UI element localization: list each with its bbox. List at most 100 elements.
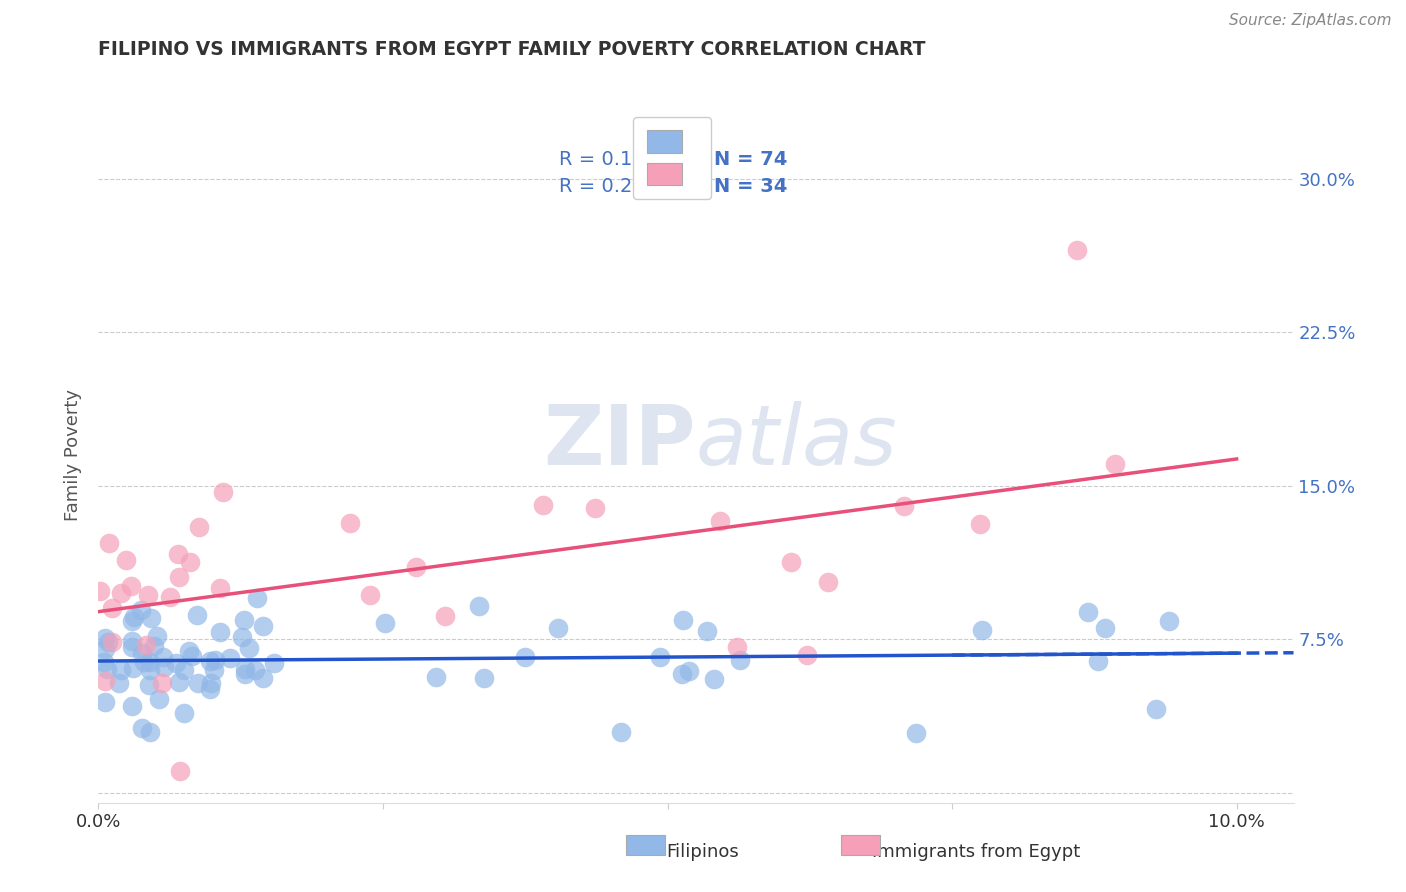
Point: [405, 560, 427, 574]
Point: [173, 663, 195, 677]
Point: [202, 663, 225, 677]
Point: [583, 501, 606, 516]
Point: [122, 661, 145, 675]
Point: [121, 633, 143, 648]
Point: [167, 570, 190, 584]
Point: [472, 671, 495, 685]
Point: [252, 671, 274, 685]
Point: [138, 678, 160, 692]
Point: [97, 635, 120, 649]
Point: [678, 665, 700, 679]
Point: [110, 586, 132, 600]
Point: [672, 613, 695, 627]
Point: [98, 535, 121, 549]
Point: [709, 514, 731, 528]
Point: [152, 676, 174, 690]
Point: [547, 621, 569, 635]
Text: N = 34: N = 34: [714, 177, 787, 195]
Point: [212, 485, 235, 500]
Point: [187, 676, 209, 690]
Point: [138, 655, 160, 669]
Point: [177, 644, 200, 658]
Point: [209, 625, 232, 640]
Point: [1087, 654, 1109, 668]
Point: [204, 652, 226, 666]
Point: [96, 662, 118, 676]
Point: [152, 650, 174, 665]
Point: [146, 629, 169, 643]
Point: [728, 653, 751, 667]
Point: [131, 721, 153, 735]
Text: ZIP: ZIP: [544, 401, 696, 482]
Text: R = 0.148: R = 0.148: [558, 150, 657, 169]
Point: [169, 764, 191, 778]
Point: [725, 640, 748, 654]
Point: [969, 516, 991, 531]
Point: [94, 695, 117, 709]
Point: [374, 616, 396, 631]
Point: [1077, 605, 1099, 619]
Text: atlas: atlas: [696, 401, 897, 482]
Legend: , : ,: [633, 117, 711, 199]
Point: [339, 516, 361, 531]
Point: [515, 649, 537, 664]
Text: Source: ZipAtlas.com: Source: ZipAtlas.com: [1229, 13, 1392, 29]
Point: [108, 675, 131, 690]
Point: [142, 639, 165, 653]
Point: [1157, 614, 1180, 628]
Point: [136, 589, 159, 603]
Point: [531, 498, 554, 512]
Point: [121, 640, 143, 655]
Point: [110, 663, 132, 677]
Point: [139, 663, 162, 677]
Point: [93, 655, 115, 669]
Point: [235, 662, 257, 676]
Point: [208, 581, 231, 595]
Point: [198, 681, 221, 696]
Point: [173, 706, 195, 721]
Point: [148, 692, 170, 706]
Point: [233, 667, 256, 681]
Point: [115, 552, 138, 566]
Point: [132, 656, 155, 670]
Point: [94, 673, 117, 688]
Point: [200, 654, 222, 668]
Point: [219, 651, 242, 665]
Point: [186, 608, 208, 623]
Point: [135, 638, 157, 652]
Point: [94, 631, 117, 645]
Point: [703, 672, 725, 686]
Point: [139, 611, 162, 625]
Point: [89, 584, 111, 599]
Point: [180, 648, 202, 663]
Point: [167, 674, 190, 689]
Point: [425, 670, 447, 684]
Point: [159, 591, 181, 605]
Point: [131, 646, 153, 660]
Point: [243, 663, 266, 677]
Point: [101, 635, 124, 649]
Point: [817, 574, 839, 589]
Point: [1104, 457, 1126, 471]
Point: [94, 642, 117, 657]
Point: [166, 547, 188, 561]
Point: [165, 657, 187, 671]
Point: [610, 724, 633, 739]
Point: [124, 610, 146, 624]
Point: [101, 601, 124, 615]
Y-axis label: Family Poverty: Family Poverty: [65, 389, 83, 521]
Text: N = 74: N = 74: [714, 150, 787, 169]
Point: [780, 555, 803, 569]
Point: [905, 726, 928, 740]
Point: [263, 656, 285, 670]
Point: [252, 618, 274, 632]
Point: [231, 630, 253, 644]
Point: [152, 659, 174, 673]
Text: FILIPINO VS IMMIGRANTS FROM EGYPT FAMILY POVERTY CORRELATION CHART: FILIPINO VS IMMIGRANTS FROM EGYPT FAMILY…: [98, 40, 927, 59]
Point: [893, 500, 915, 514]
Point: [1144, 702, 1167, 716]
Point: [696, 624, 718, 638]
Point: [238, 640, 260, 655]
Point: [246, 591, 269, 605]
Point: [650, 649, 672, 664]
